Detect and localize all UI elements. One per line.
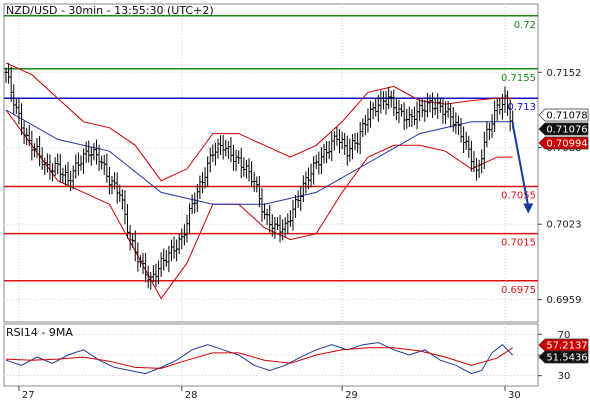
time-tick-label: 29: [345, 390, 358, 400]
price-tag-label: 0.71076: [546, 125, 587, 136]
support-resistance-levels: 0.72 0.7155 0.713 0.7055 0.7015 0.6975: [4, 15, 538, 296]
rsi-lines: [5, 342, 514, 375]
price-tags: 0.71078 0.71076 0.70994: [538, 108, 589, 150]
chart-title: NZD/USD - 30min - 13:55:30 (UTC+2): [6, 4, 214, 17]
price-tick-label: 0.6959: [547, 295, 582, 306]
time-tick-label: 28: [185, 390, 198, 400]
rsi-tag-label: 57.2137: [546, 341, 587, 352]
rsi-ma-line: [5, 347, 513, 369]
level-label: 0.72: [514, 20, 536, 31]
forecast-arrow-shaft: [511, 123, 530, 207]
forecast-arrow-head: [523, 203, 534, 214]
rsi-line: [5, 342, 514, 375]
price-tag-label: 0.70994: [546, 139, 587, 150]
bollinger-upper-line: [5, 62, 513, 182]
level-label: 0.7015: [501, 238, 536, 249]
price-candles: [4, 63, 534, 290]
rsi-title: RSI14 - 9MA: [6, 326, 73, 339]
price-tag-box: [538, 108, 589, 122]
price-panel-frame: [3, 3, 539, 323]
price-panel: 0.72 0.7155 0.713 0.7055 0.7015 0.6975 0.7152…: [3, 3, 589, 323]
time-tick-label: 27: [22, 390, 35, 400]
level-label: 0.7155: [501, 73, 536, 84]
price-tick-label: 0.7023: [547, 220, 582, 231]
level-label: 0.6975: [501, 285, 536, 296]
price-tag-box: [538, 122, 589, 136]
rsi-tag-box: [538, 350, 589, 364]
rsi-tag-label: 51.5436: [546, 353, 587, 364]
time-x-axis: 27 28 29 30: [18, 386, 521, 400]
time-tick-label: 30: [508, 390, 521, 400]
rsi-grid: [4, 324, 538, 386]
price-tag-box: [538, 136, 589, 150]
rsi-tick-label: 70: [558, 330, 571, 341]
price-tag-label: 0.71078: [546, 111, 587, 122]
rsi-tick-label: 30: [558, 371, 571, 382]
level-label: 0.713: [507, 102, 536, 113]
price-tick-label: 0.7152: [547, 68, 582, 79]
rsi-tag-box: [538, 338, 589, 352]
level-label: 0.7055: [501, 191, 536, 202]
bollinger-lower-line: [5, 109, 513, 300]
